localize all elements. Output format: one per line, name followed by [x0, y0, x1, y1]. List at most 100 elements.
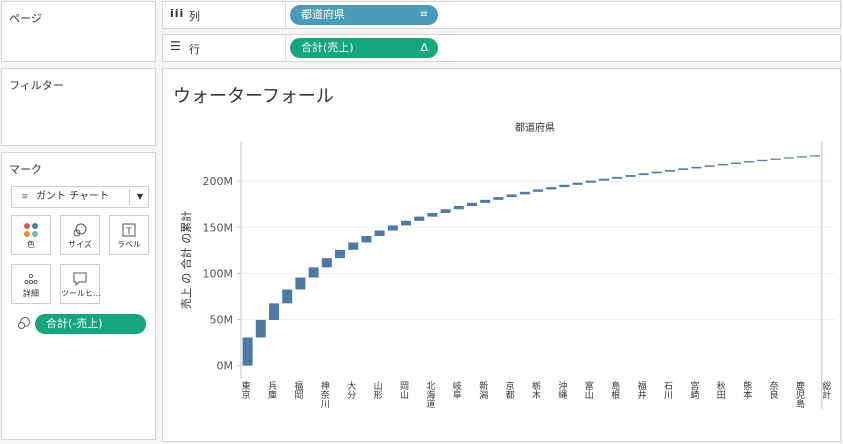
x-tick-label: 神奈川: [319, 380, 330, 408]
bar: [361, 236, 372, 243]
detail-icon: [12, 271, 50, 287]
x-tick-label: 岡山: [398, 381, 409, 399]
columns-icon: iii: [170, 7, 185, 20]
bar: [440, 209, 451, 213]
bar: [744, 161, 755, 163]
bar: [348, 242, 359, 250]
color-button[interactable]: 色: [11, 215, 51, 255]
bar: [612, 176, 623, 179]
columns-shelf-divider: [285, 2, 286, 28]
view-card: ウォーターフォール 都道府県 売上 の 合計 の累計 0M 50M 100M 150M 20…: [162, 68, 841, 442]
size-field-pill-label: 合計(-売上): [46, 317, 103, 330]
size-button[interactable]: サイズ: [60, 215, 100, 255]
bar: [519, 191, 530, 195]
x-tick-label: 東京: [240, 380, 251, 400]
bar: [295, 277, 306, 290]
bar: [414, 216, 425, 221]
x-tick-label: 新潟: [477, 380, 488, 400]
columns-pill-label: 都道府県: [301, 8, 345, 21]
tooltip-icon: [61, 271, 99, 287]
bar: [757, 159, 768, 162]
x-tick-label: 宮崎: [688, 380, 699, 399]
bar: [599, 178, 609, 181]
bar: [335, 249, 345, 259]
bar: [480, 199, 491, 203]
bar: [810, 155, 821, 157]
x-tick-label: 総計: [820, 380, 831, 400]
x-tick-label: 富山: [583, 380, 594, 399]
rows-pill-sales[interactable]: 合計(売上) Δ: [290, 38, 438, 58]
y-tick-label: 50M: [210, 313, 234, 326]
columns-pill-prefecture[interactable]: 都道府県 ≡: [290, 5, 438, 25]
rows-pill-label: 合計(売上): [301, 41, 354, 54]
columns-shelf-label: 列: [189, 10, 200, 23]
detail-button[interactable]: 詳細: [11, 264, 51, 304]
size-label: サイズ: [68, 240, 92, 249]
x-tick-label: 北海道: [424, 381, 435, 409]
rows-shelf-label: 行: [189, 43, 200, 56]
mark-type-dropdown[interactable]: ≡ ガント チャート ▼: [11, 186, 149, 208]
bar: [731, 162, 741, 164]
bar: [401, 220, 411, 226]
tooltip-label: ツールヒ...: [61, 289, 101, 298]
pages-card[interactable]: ページ: [1, 1, 156, 62]
label-button[interactable]: T ラベル: [109, 215, 149, 255]
bar: [387, 225, 398, 231]
x-tick-label: 秋田: [715, 380, 726, 400]
delta-icon: Δ: [420, 41, 428, 54]
mark-type-value: ガント チャート: [36, 191, 110, 202]
x-tick-label: 京都: [504, 380, 514, 400]
color-label: 色: [27, 240, 35, 249]
size-icon: [61, 222, 99, 238]
bar: [427, 212, 438, 217]
bar: [691, 166, 702, 169]
bar: [321, 258, 332, 268]
bar: [242, 337, 253, 366]
bar: [308, 267, 319, 278]
columns-shelf[interactable]: iii 列 都道府県 ≡: [162, 1, 841, 29]
svg-text:T: T: [125, 227, 132, 237]
x-tick-label: 石川: [662, 381, 673, 399]
bar: [572, 182, 583, 185]
bar: [453, 206, 464, 210]
x-tick-label: 鹿児島: [794, 380, 805, 409]
x-tick-label: 栃木: [530, 380, 541, 400]
size-field-icon: [17, 316, 31, 333]
bar: [533, 189, 543, 192]
bar: [255, 319, 266, 338]
bar: [704, 165, 715, 167]
x-tick-label: 大分: [345, 380, 356, 400]
bar: [585, 180, 596, 183]
view-title: ウォーターフォール: [173, 86, 334, 107]
bar: [506, 194, 517, 198]
bar: [467, 202, 477, 207]
pages-title: ページ: [9, 12, 42, 25]
marks-title: マーク: [9, 163, 42, 176]
size-field-pill[interactable]: 合計(-売上): [35, 314, 146, 334]
y-tick-label: 100M: [203, 267, 234, 280]
filters-title: フィルター: [9, 79, 64, 92]
gantt-icon: ≡: [21, 192, 29, 202]
bar: [374, 230, 385, 237]
bar: [559, 184, 570, 188]
rows-shelf-divider: [285, 35, 286, 61]
tooltip-button[interactable]: ツールヒ...: [60, 264, 101, 304]
x-tick-label: 沖縄: [556, 380, 567, 399]
bar: [717, 163, 728, 166]
y-tick-label: 0M: [217, 360, 234, 373]
y-axis-title: 売上 の 合計 の累計: [179, 211, 193, 310]
x-tick-label: 奈良: [768, 380, 779, 400]
detail-label: 詳細: [23, 289, 39, 298]
sort-icon: ≡: [419, 9, 428, 20]
chevron-down-icon[interactable]: ▼: [136, 192, 143, 201]
label-label: ラベル: [117, 240, 141, 249]
text-label-icon: T: [110, 222, 148, 238]
color-icon: [12, 222, 50, 238]
filters-card[interactable]: フィルター: [1, 68, 156, 146]
x-tick-label: 福岡: [292, 380, 303, 400]
bar: [493, 197, 504, 200]
bar: [282, 289, 293, 304]
column-header-prefecture: 都道府県: [515, 121, 555, 134]
rows-shelf[interactable]: ☰ 行 合計(売上) Δ: [162, 34, 841, 62]
